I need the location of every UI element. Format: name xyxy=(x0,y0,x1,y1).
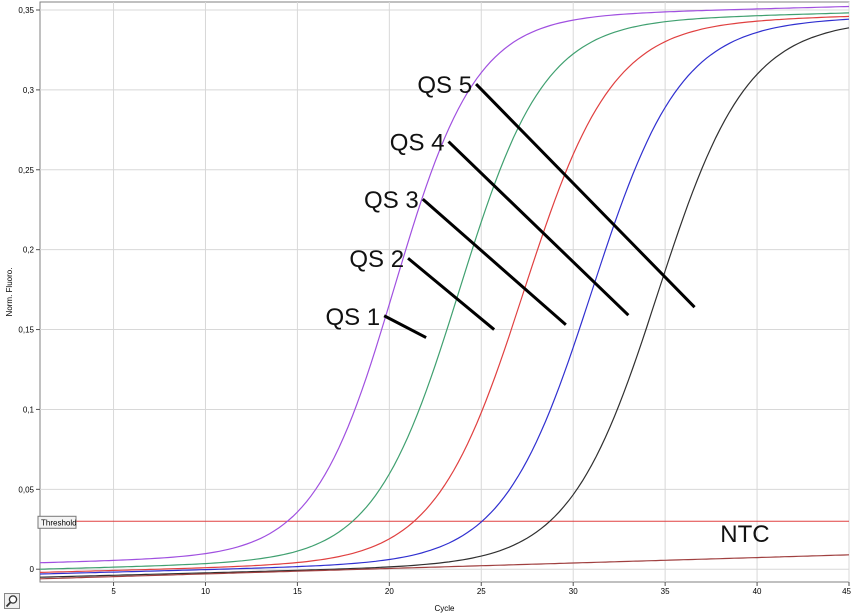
series-line-qs-5[interactable] xyxy=(39,5,850,564)
x-tick-label: 35 xyxy=(661,587,670,596)
series-line-qs-4[interactable] xyxy=(39,12,850,570)
axes: 5 10 15 20 25 30 35 40 45 0 0,05 0,1 0,15 0,2 0,25 0,3 0… xyxy=(5,6,851,613)
annotation-ntc: NTC xyxy=(720,521,769,548)
annotation-pointer xyxy=(447,140,630,317)
annotation-pointer xyxy=(383,314,427,339)
threshold-label-box: Threshold xyxy=(37,515,77,529)
x-axis-label: Cycle xyxy=(434,604,455,613)
annotation-label: NTC xyxy=(720,521,769,548)
annotation-label: QS 5 xyxy=(417,72,472,99)
annotation-label: QS 2 xyxy=(349,246,404,273)
series-line-ntc[interactable] xyxy=(39,554,850,580)
series-lines xyxy=(39,5,850,580)
x-tick-label: 15 xyxy=(293,587,302,596)
annotation-pointer xyxy=(407,257,496,331)
annotation-label: QS 4 xyxy=(390,130,445,157)
annotations: Threshold QS 5 QS 4 QS 3 QS 2 QS 1 NTC xyxy=(37,72,770,548)
annotation-qs-2: QS 2 xyxy=(349,246,496,331)
annotation-label: QS 1 xyxy=(325,304,380,331)
series-line-qs-2[interactable] xyxy=(39,18,850,575)
y-tick-label: 0,1 xyxy=(23,405,35,414)
x-tick-label: 40 xyxy=(753,587,762,596)
y-tick-label: 0,3 xyxy=(23,86,35,95)
threshold-label: Threshold xyxy=(41,518,77,527)
annotation-qs-3: QS 3 xyxy=(364,187,567,326)
annotation-qs-1: QS 1 xyxy=(325,304,427,339)
x-tick-label: 5 xyxy=(111,587,116,596)
annotation-pointer xyxy=(475,83,696,309)
threshold-label-bg xyxy=(37,515,77,529)
y-tick-label: 0,15 xyxy=(18,326,34,335)
y-tick-label: 0,35 xyxy=(18,6,34,15)
y-tick-label: 0,25 xyxy=(18,166,34,175)
y-tick-label: 0,05 xyxy=(18,485,34,494)
x-tick-label: 30 xyxy=(569,587,578,596)
annotation-label: QS 3 xyxy=(364,187,419,214)
annotation-qs-5: QS 5 xyxy=(417,72,696,309)
magnifier-icon[interactable] xyxy=(4,593,20,609)
y-tick-label: 0,2 xyxy=(23,246,35,255)
y-tick-label: 0 xyxy=(30,565,35,574)
y-axis-label: Norm. Fluoro. xyxy=(5,268,14,317)
x-tick-label: 25 xyxy=(477,587,486,596)
series-line-qs-3[interactable] xyxy=(39,15,850,573)
x-tick-label: 10 xyxy=(201,587,210,596)
x-tick-label: 45 xyxy=(842,587,851,596)
annotation-qs-4: QS 4 xyxy=(390,130,630,317)
x-tick-label: 20 xyxy=(385,587,394,596)
annotation-pointer xyxy=(421,197,567,326)
series-line-qs-1[interactable] xyxy=(39,27,850,578)
